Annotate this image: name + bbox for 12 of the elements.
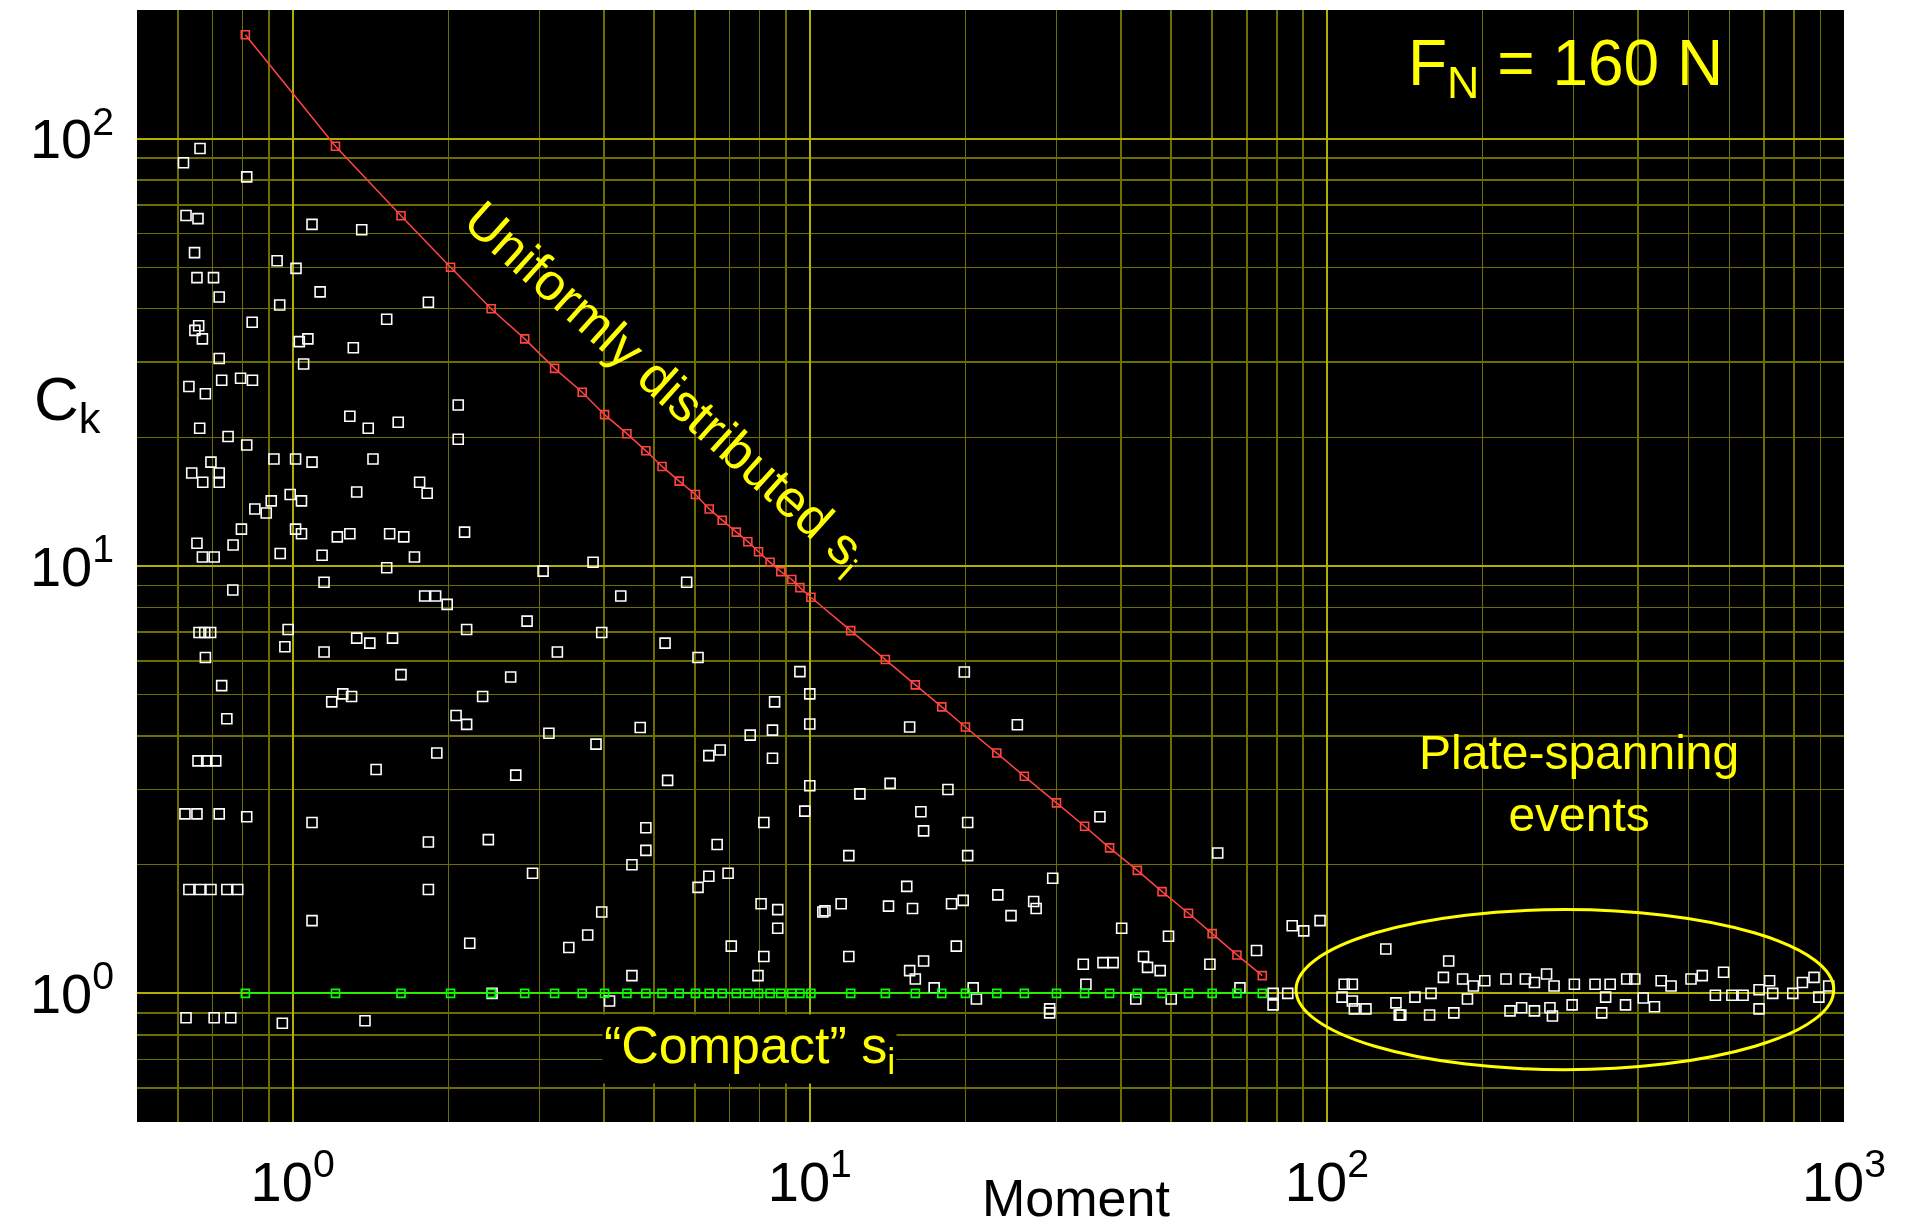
annotation: F$_{N}$ = 160 N	[1408, 27, 1724, 108]
x-tick-label: 10$^{3}$	[1801, 1142, 1887, 1213]
y-axis-title: C$_{k}$	[34, 364, 101, 443]
x-tick-label: 10$^{1}$	[767, 1142, 852, 1213]
y-tick-label: 10$^{0}$	[29, 954, 114, 1025]
x-tick-label: 10$^{2}$	[1284, 1142, 1369, 1213]
annotation: Plate-spanning events	[1419, 726, 1740, 842]
series-label: “Compact” s$_{i}$	[604, 1016, 896, 1082]
y-tick-label: 10$^{1}$	[29, 527, 114, 598]
x-axis-title: Moment	[982, 1169, 1171, 1227]
y-tick-label: 10$^{2}$	[29, 99, 114, 171]
x-tick-label: 10$^{0}$	[250, 1142, 335, 1213]
